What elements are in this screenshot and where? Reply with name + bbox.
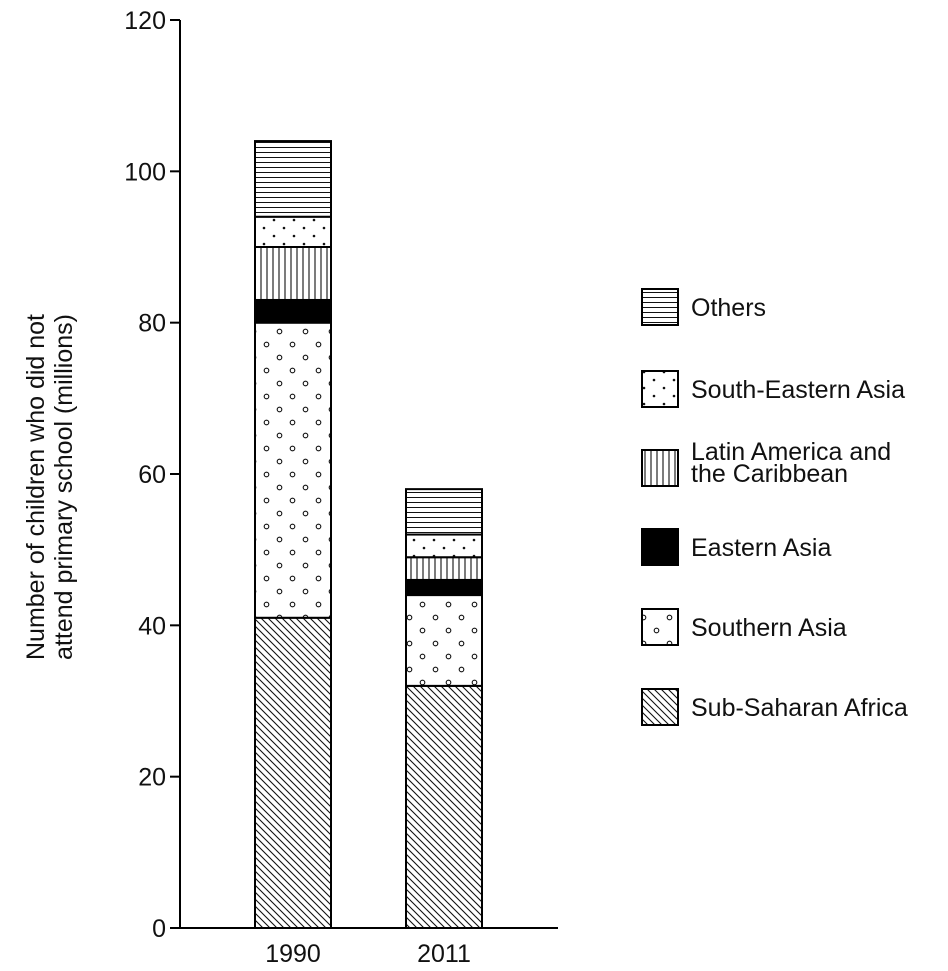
legend-label-line-2: the Caribbean bbox=[691, 460, 848, 488]
legend-label-line-1: Latin America and bbox=[691, 438, 891, 466]
y-tick-label-40: 40 bbox=[138, 612, 166, 640]
bar-segment-south-eastern-asia-1990 bbox=[254, 215, 332, 249]
bar-segment-eastern-asia-2011 bbox=[405, 578, 483, 597]
bar-segment-latin-america-and-the-caribbean-2011 bbox=[405, 556, 483, 581]
legend-swatch-southern-asia bbox=[641, 608, 679, 646]
bar-segment-sub-saharan-africa-2011 bbox=[405, 684, 483, 929]
bar-segment-latin-america-and-the-caribbean-1990 bbox=[254, 246, 332, 301]
bar-segment-eastern-asia-1990 bbox=[254, 298, 332, 324]
legend-item-others: Others bbox=[641, 288, 766, 326]
bar-segment-southern-asia-2011 bbox=[405, 594, 483, 687]
legend-swatch-eastern-asia bbox=[641, 528, 679, 566]
bar-segment-southern-asia-1990 bbox=[254, 321, 332, 619]
bar-stack-2011 bbox=[405, 488, 483, 929]
y-axis-title: Number of children who did not attend pri… bbox=[22, 314, 78, 660]
legend-swatch-latin-america-and-the-caribbean bbox=[641, 449, 679, 487]
y-tick-label-80: 80 bbox=[138, 310, 166, 338]
y-tick-label-60: 60 bbox=[138, 461, 166, 489]
legend-label-latin-america-and-the-caribbean: Latin America and the Caribbean bbox=[691, 438, 891, 488]
legend: Others South-Eastern Asia Latin America an… bbox=[641, 288, 908, 726]
legend-label-others: Others bbox=[691, 294, 766, 322]
legend-label-south-eastern-asia: South-Eastern Asia bbox=[691, 376, 905, 404]
bar-segment-others-1990 bbox=[254, 140, 332, 218]
y-axis-title-line-2: attend primary school (millions) bbox=[50, 314, 78, 660]
bar-segment-south-eastern-asia-2011 bbox=[405, 533, 483, 559]
legend-item-latin-america-and-the-caribbean: Latin America and the Caribbean bbox=[641, 438, 891, 488]
legend-label-southern-asia: Southern Asia bbox=[691, 614, 847, 642]
bars-layer bbox=[254, 140, 483, 929]
legend-item-eastern-asia: Eastern Asia bbox=[641, 528, 831, 566]
y-tick-label-120: 120 bbox=[124, 7, 166, 35]
y-tick-label-0: 0 bbox=[152, 915, 166, 943]
legend-label-eastern-asia: Eastern Asia bbox=[691, 534, 831, 562]
legend-swatch-others bbox=[641, 288, 679, 326]
bar-segment-sub-saharan-africa-1990 bbox=[254, 616, 332, 929]
bar-segment-others-2011 bbox=[405, 488, 483, 536]
legend-item-south-eastern-asia: South-Eastern Asia bbox=[641, 370, 905, 408]
y-tick-label-20: 20 bbox=[138, 764, 166, 792]
bar-stack-1990 bbox=[254, 140, 332, 929]
x-tick-label-2011: 2011 bbox=[417, 940, 471, 968]
legend-item-southern-asia: Southern Asia bbox=[641, 608, 847, 646]
x-tick-label-1990: 1990 bbox=[265, 940, 321, 968]
legend-swatch-sub-saharan-africa bbox=[641, 688, 679, 726]
legend-label-sub-saharan-africa: Sub-Saharan Africa bbox=[691, 694, 908, 722]
axes-layer: 0 20 40 60 80 100 120 1990 2011 Number of childre… bbox=[22, 7, 558, 968]
y-tick-label-100: 100 bbox=[124, 158, 166, 186]
legend-swatch-south-eastern-asia bbox=[641, 370, 679, 408]
legend-item-sub-saharan-africa: Sub-Saharan Africa bbox=[641, 688, 908, 726]
y-axis-title-line-1: Number of children who did not bbox=[22, 314, 50, 660]
